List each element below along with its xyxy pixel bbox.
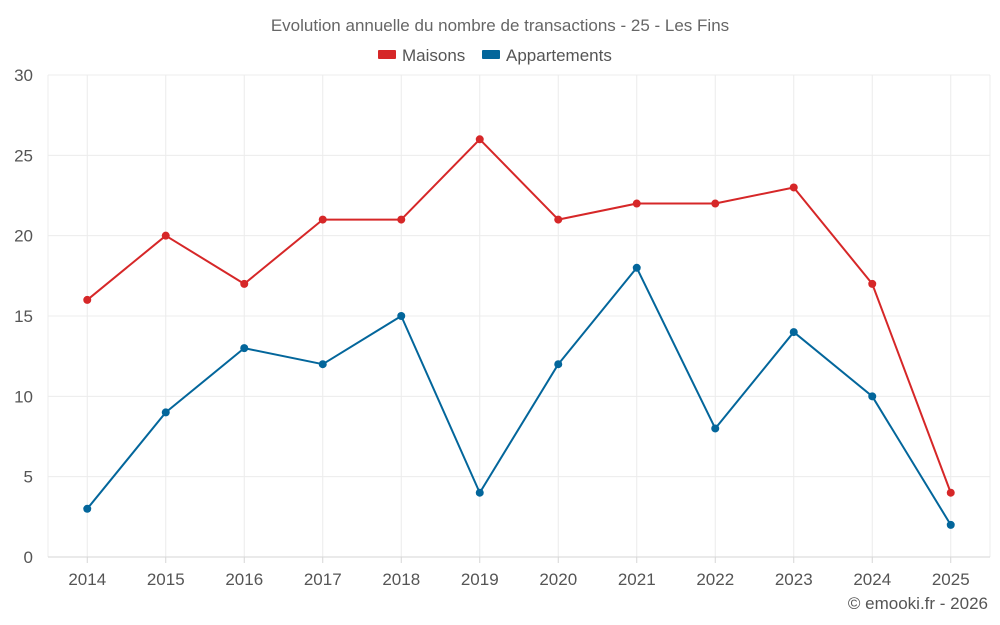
series-appartements (83, 263, 955, 529)
x-tick-label-2014: 2014 (68, 570, 106, 589)
point-maisons-2025[interactable] (946, 488, 955, 497)
series-maisons (83, 135, 955, 497)
legend: Maisons Appartements (378, 46, 612, 65)
series-line-appartements (86, 266, 952, 526)
y-tick-label-15: 15 (14, 307, 33, 326)
y-tick-label-0: 0 (24, 548, 33, 567)
point-maisons-2016[interactable] (240, 279, 249, 288)
y-tick-label-30: 30 (14, 66, 33, 85)
point-maisons-2019[interactable] (475, 135, 484, 144)
y-tick-label-25: 25 (14, 146, 33, 165)
x-tick-label-2022: 2022 (696, 570, 734, 589)
chart-title: Evolution annuelle du nombre de transact… (271, 16, 729, 35)
point-appartements-2019[interactable] (475, 488, 484, 497)
legend-item-maisons[interactable]: Maisons (378, 46, 465, 65)
point-maisons-2021[interactable] (632, 199, 641, 208)
y-axis: 0 5 10 15 20 25 30 (14, 66, 33, 567)
point-appartements-2022[interactable] (711, 424, 720, 433)
point-appartements-2020[interactable] (554, 360, 563, 369)
grid (47, 74, 991, 557)
x-tick-label-2021: 2021 (618, 570, 656, 589)
point-appartements-2017[interactable] (318, 360, 327, 369)
point-maisons-2017[interactable] (318, 215, 327, 224)
legend-label-appartements: Appartements (506, 46, 612, 65)
x-tick-label-2019: 2019 (461, 570, 499, 589)
x-tick-label-2016: 2016 (225, 570, 263, 589)
point-appartements-2018[interactable] (397, 312, 406, 320)
y-tick-label-10: 10 (14, 387, 33, 406)
point-maisons-2024[interactable] (868, 279, 877, 288)
x-tick-label-2023: 2023 (775, 570, 813, 589)
series-line-maisons (86, 138, 952, 494)
point-appartements-2025[interactable] (946, 520, 955, 529)
legend-item-appartements[interactable]: Appartements (482, 46, 612, 65)
x-axis: 2014 2015 2016 2017 2018 2019 2020 2021 2022 2023… (48, 556, 990, 589)
y-tick-label-20: 20 (14, 227, 33, 246)
legend-label-maisons: Maisons (402, 46, 465, 65)
legend-swatch-appartements (482, 50, 500, 59)
point-appartements-2021[interactable] (632, 263, 641, 272)
x-tick-label-2024: 2024 (853, 570, 891, 589)
point-maisons-2022[interactable] (711, 199, 720, 208)
credit-text: © emooki.fr - 2026 (848, 594, 988, 613)
point-maisons-2015[interactable] (161, 231, 170, 240)
series-layer (83, 135, 955, 529)
x-tick-label-2020: 2020 (539, 570, 577, 589)
point-appartements-2015[interactable] (161, 408, 170, 417)
point-appartements-2016[interactable] (240, 344, 249, 353)
y-tick-label-5: 5 (24, 468, 33, 487)
x-tick-label-2025: 2025 (932, 570, 970, 589)
x-tick-label-2017: 2017 (304, 570, 342, 589)
point-maisons-2023[interactable] (789, 183, 798, 192)
point-appartements-2023[interactable] (789, 328, 798, 337)
point-maisons-2014[interactable] (83, 295, 92, 304)
point-appartements-2024[interactable] (868, 392, 877, 401)
x-tick-label-2015: 2015 (147, 570, 185, 589)
point-maisons-2018[interactable] (397, 215, 406, 224)
point-maisons-2020[interactable] (554, 215, 563, 224)
legend-swatch-maisons (378, 50, 396, 59)
point-appartements-2014[interactable] (83, 504, 92, 513)
x-tick-label-2018: 2018 (382, 570, 420, 589)
